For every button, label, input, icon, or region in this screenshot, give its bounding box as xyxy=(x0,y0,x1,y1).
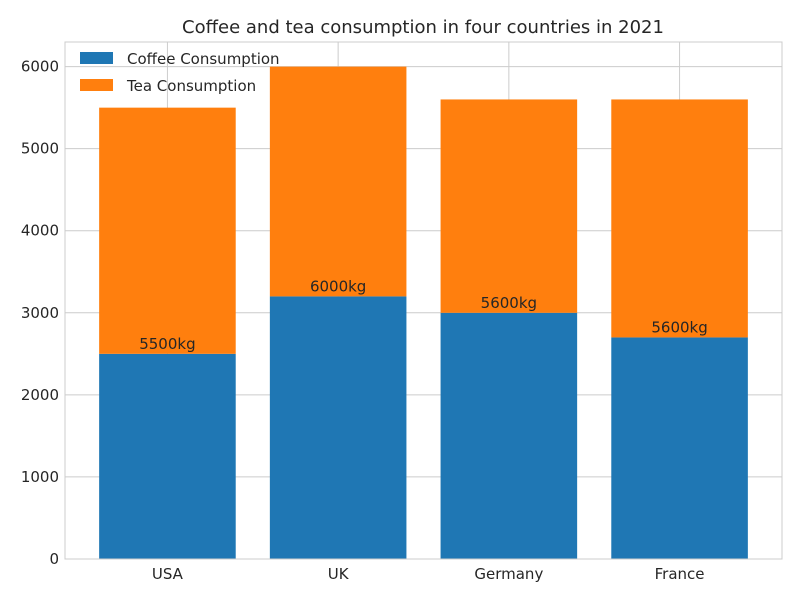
legend: Coffee Consumption Tea Consumption xyxy=(80,50,280,95)
bar-total-label: 5600kg xyxy=(481,294,537,312)
bar-total-label: 6000kg xyxy=(310,277,366,295)
bar-total-label: 5500kg xyxy=(139,335,195,353)
bar-coffee-uk xyxy=(269,296,407,559)
bars-layer xyxy=(99,66,748,559)
bar-tea-uk xyxy=(269,66,407,297)
bar-tea-germany xyxy=(440,99,578,313)
bar-tea-france xyxy=(611,99,748,338)
x-tick-label: France xyxy=(655,565,705,583)
y-tick-label: 4000 xyxy=(21,222,59,240)
x-tick-label: UK xyxy=(328,565,350,583)
bar-labels-layer: 5500kg 6000kg 5600kg 5600kg xyxy=(139,277,708,352)
bar-coffee-france xyxy=(611,337,748,559)
bar-coffee-usa xyxy=(99,353,236,559)
y-tick-label: 1000 xyxy=(21,468,59,486)
y-tick-label: 5000 xyxy=(21,140,59,158)
legend-swatch xyxy=(80,52,113,64)
legend-label: Coffee Consumption xyxy=(127,50,280,68)
legend-swatch xyxy=(80,79,113,91)
chart-title: Coffee and tea consumption in four count… xyxy=(182,17,664,38)
plot-frame xyxy=(64,41,783,560)
y-tick-label: 6000 xyxy=(21,58,59,76)
bar-total-label: 5600kg xyxy=(651,318,707,336)
x-axis-ticks: USA UK Germany France xyxy=(152,565,705,583)
y-tick-label: 2000 xyxy=(21,386,59,404)
legend-label: Tea Consumption xyxy=(126,77,256,95)
y-axis-ticks: 0 1000 2000 3000 4000 5000 6000 xyxy=(21,58,59,568)
bar-tea-usa xyxy=(99,107,236,354)
y-tick-label: 3000 xyxy=(21,304,59,322)
x-tick-label: Germany xyxy=(474,565,543,583)
x-tick-label: USA xyxy=(152,565,184,583)
y-tick-label: 0 xyxy=(49,550,59,568)
bar-coffee-germany xyxy=(440,312,578,559)
